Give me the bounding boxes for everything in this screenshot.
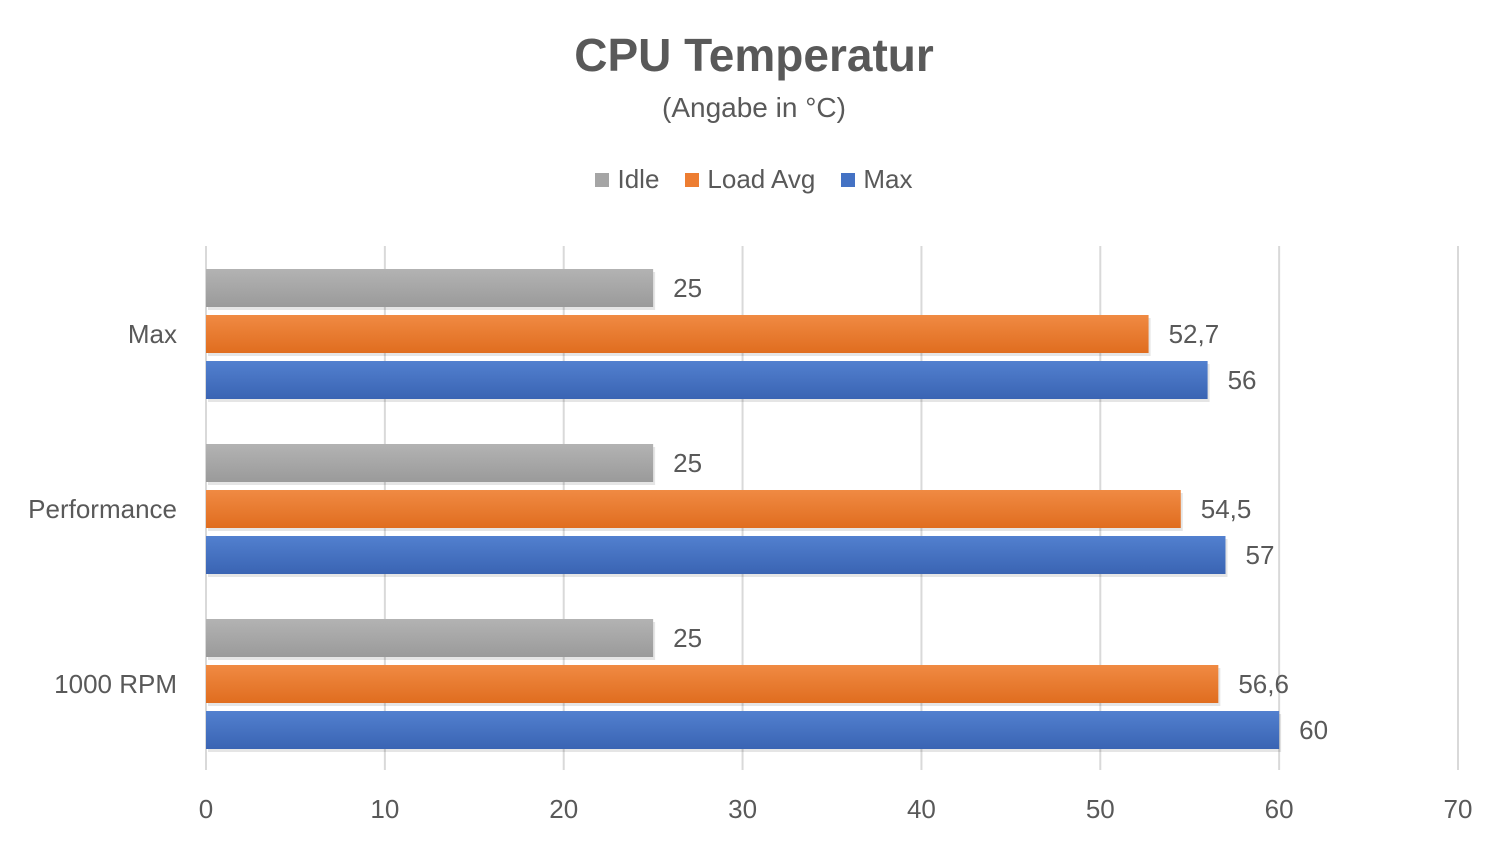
- x-tick-label: 0: [199, 794, 213, 824]
- legend-label-load-avg: Load Avg: [707, 164, 816, 194]
- legend-item-max: Max: [841, 164, 913, 195]
- legend-swatch-max: [841, 172, 856, 187]
- data-label: 57: [1245, 540, 1274, 570]
- x-tick-label: 30: [728, 794, 757, 824]
- bar: [206, 536, 1226, 574]
- data-label: 52,7: [1169, 319, 1220, 349]
- bar: [206, 711, 1280, 749]
- data-label: 56,6: [1238, 669, 1289, 699]
- legend-item-load-avg: Load Avg: [685, 164, 815, 195]
- bar: [206, 444, 654, 482]
- bar: [206, 361, 1208, 399]
- legend-label-idle: Idle: [617, 164, 660, 194]
- x-tick-label: 10: [370, 794, 399, 824]
- bar: [206, 619, 654, 657]
- x-tick-label: 20: [549, 794, 578, 824]
- data-label: 25: [673, 623, 702, 653]
- data-label: 56: [1228, 365, 1257, 395]
- category-label: Performance: [28, 494, 177, 524]
- bar: [206, 665, 1219, 703]
- x-tick-label: 70: [1444, 794, 1473, 824]
- category-label: Max: [128, 319, 177, 349]
- legend-swatch-load-avg: [685, 172, 700, 187]
- data-label: 54,5: [1201, 494, 1252, 524]
- chart-title: CPU Temperatur: [574, 29, 934, 81]
- data-label: 25: [673, 448, 702, 478]
- x-tick-label: 60: [1265, 794, 1294, 824]
- x-tick-label: 50: [1086, 794, 1115, 824]
- bar: [206, 490, 1181, 528]
- category-label: 1000 RPM: [54, 669, 177, 699]
- bar: [206, 269, 654, 307]
- legend-swatch-idle: [595, 172, 610, 187]
- chart-subtitle: (Angabe in °C): [662, 92, 846, 123]
- legend-item-idle: Idle: [595, 164, 659, 195]
- x-tick-label: 40: [907, 794, 936, 824]
- data-label: 60: [1299, 715, 1328, 745]
- bar: [206, 315, 1149, 353]
- data-label: 25: [673, 273, 702, 303]
- chart-legend: Idle Load Avg Max: [0, 164, 1508, 195]
- legend-label-max: Max: [863, 164, 913, 194]
